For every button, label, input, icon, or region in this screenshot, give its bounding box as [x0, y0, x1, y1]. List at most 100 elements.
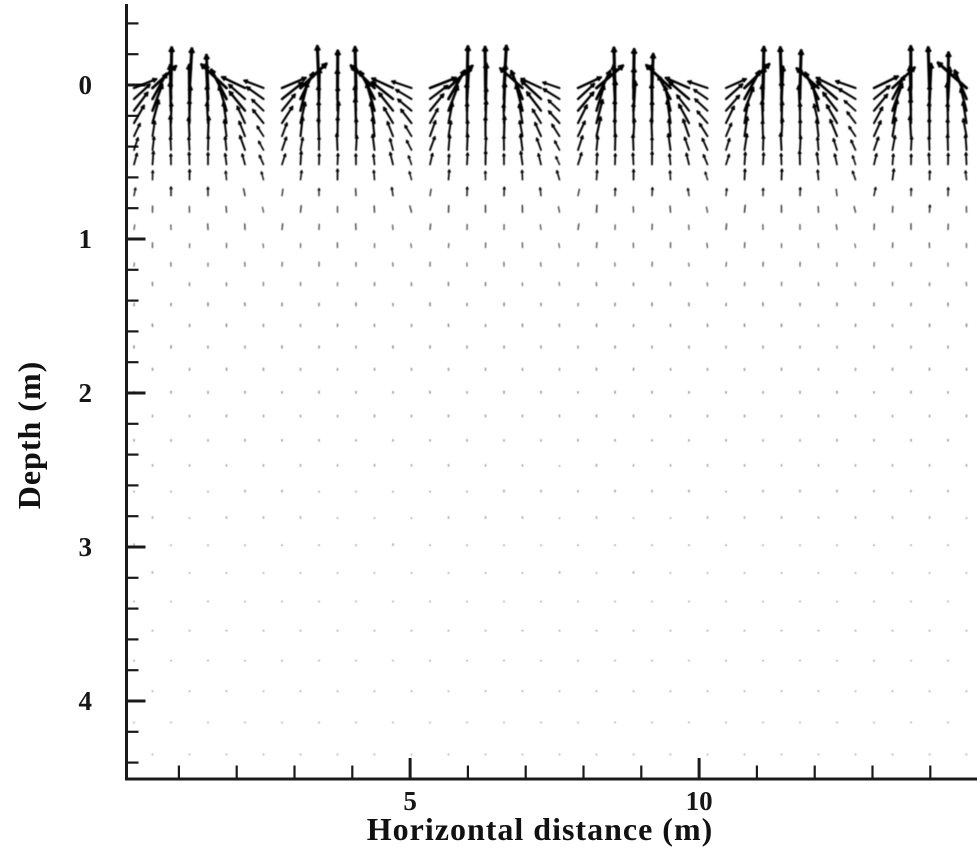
vector-dot — [299, 753, 302, 756]
vector-arrowhead — [929, 170, 932, 174]
vector-arrowhead — [188, 136, 192, 141]
vector-arrow — [928, 152, 931, 166]
vector-dot — [854, 690, 857, 693]
vector-dot — [188, 629, 191, 632]
vector-dot — [669, 629, 672, 632]
vector-arrowhead — [826, 104, 831, 108]
vector-arrow — [539, 224, 542, 231]
vector-dot — [355, 600, 357, 603]
vector-arrowhead — [687, 79, 693, 83]
vector-arrowhead — [908, 86, 913, 92]
vector-arrowhead — [337, 101, 342, 106]
vector-dot — [447, 572, 450, 574]
vector-arrow — [151, 136, 156, 151]
vector-arrowhead — [244, 79, 249, 82]
vector-dot — [225, 753, 228, 756]
vector-arrow — [595, 169, 598, 181]
vector-arrow — [518, 120, 524, 138]
vector-arrowhead — [354, 85, 358, 91]
vector-arrow — [693, 88, 709, 101]
vector-dot — [373, 753, 376, 756]
vector-arrowhead — [928, 102, 932, 107]
vector-arrow — [577, 135, 584, 151]
vector-arrowhead — [252, 109, 257, 112]
vector-arrow — [891, 82, 904, 113]
vector-arrow — [389, 137, 394, 151]
vector-dot — [392, 659, 394, 662]
vector-arrowhead — [930, 63, 935, 70]
vector-arrow — [851, 170, 857, 181]
vector-dot — [392, 490, 394, 493]
vector-arrowhead — [555, 156, 559, 159]
vector-dot — [799, 721, 801, 724]
vector-arrowhead — [386, 121, 391, 125]
vector-dot — [780, 753, 783, 756]
vector-arrowhead — [742, 78, 747, 83]
vector-arrowhead — [505, 45, 510, 52]
vector-arrowhead — [450, 120, 453, 125]
vector-arrowhead — [152, 78, 158, 83]
vector-arrow — [408, 170, 413, 181]
vector-arrow — [682, 118, 691, 138]
vector-arrowhead — [161, 84, 164, 90]
vector-arrowhead — [448, 154, 451, 158]
x-tick-label: 5 — [403, 786, 417, 816]
vector-arrowhead — [208, 116, 212, 121]
vector-dot — [373, 690, 376, 693]
vector-arrowhead — [740, 83, 744, 89]
vector-arrowhead — [515, 84, 520, 89]
vector-arrowhead — [146, 92, 149, 97]
vector-arrowhead — [152, 151, 156, 155]
vector-arrowhead — [632, 134, 636, 139]
vector-arrowhead — [816, 152, 820, 156]
vector-dot — [836, 659, 838, 662]
vector-dot — [225, 629, 228, 632]
vector-arrowhead — [503, 135, 507, 139]
vector-arrow — [725, 137, 731, 151]
vector-arrowhead — [189, 169, 192, 173]
vector-arrow — [133, 137, 139, 151]
vector-dot — [466, 721, 468, 724]
vector-arrow — [833, 153, 838, 166]
vector-arrow — [151, 83, 164, 112]
vector-dot — [262, 690, 265, 693]
vector-dot — [207, 600, 209, 603]
vector-dot — [318, 659, 320, 662]
vector-arrowhead — [744, 152, 748, 156]
vector-arrowhead — [761, 120, 765, 125]
vector-dot — [225, 690, 228, 693]
vector-arrowhead — [669, 81, 674, 84]
vector-dot — [336, 690, 339, 693]
vector-arrowhead — [302, 77, 307, 82]
vector-arrow — [632, 117, 636, 138]
vector-arrow — [224, 170, 228, 181]
vector-dot — [799, 600, 801, 603]
vector-arrowhead — [336, 133, 340, 138]
vector-arrow — [743, 116, 749, 138]
vector-arrowhead — [896, 99, 900, 105]
vector-arrowhead — [452, 77, 457, 83]
vector-arrowhead — [354, 66, 359, 72]
vector-arrowhead — [597, 136, 600, 140]
vector-arrow — [595, 135, 599, 151]
vector-dot — [632, 629, 635, 632]
vector-arrow — [696, 110, 709, 125]
vector-arrow — [873, 136, 880, 151]
vector-arrowhead — [369, 102, 374, 107]
vector-dot — [799, 544, 801, 547]
vector-arrow — [299, 204, 302, 213]
vector-arrow — [399, 108, 413, 125]
vector-dot — [706, 690, 709, 693]
vector-dot — [281, 544, 283, 547]
vector-arrow — [132, 91, 149, 112]
vector-arrowhead — [964, 134, 968, 139]
vector-dot — [447, 690, 450, 693]
vector-arrowhead — [877, 137, 880, 141]
vector-arrowhead — [400, 108, 405, 112]
vector-dot — [503, 659, 505, 662]
vector-arrow — [428, 76, 458, 90]
vector-dot — [873, 659, 875, 662]
vector-arrowhead — [817, 169, 820, 173]
vector-arrowhead — [169, 136, 173, 140]
